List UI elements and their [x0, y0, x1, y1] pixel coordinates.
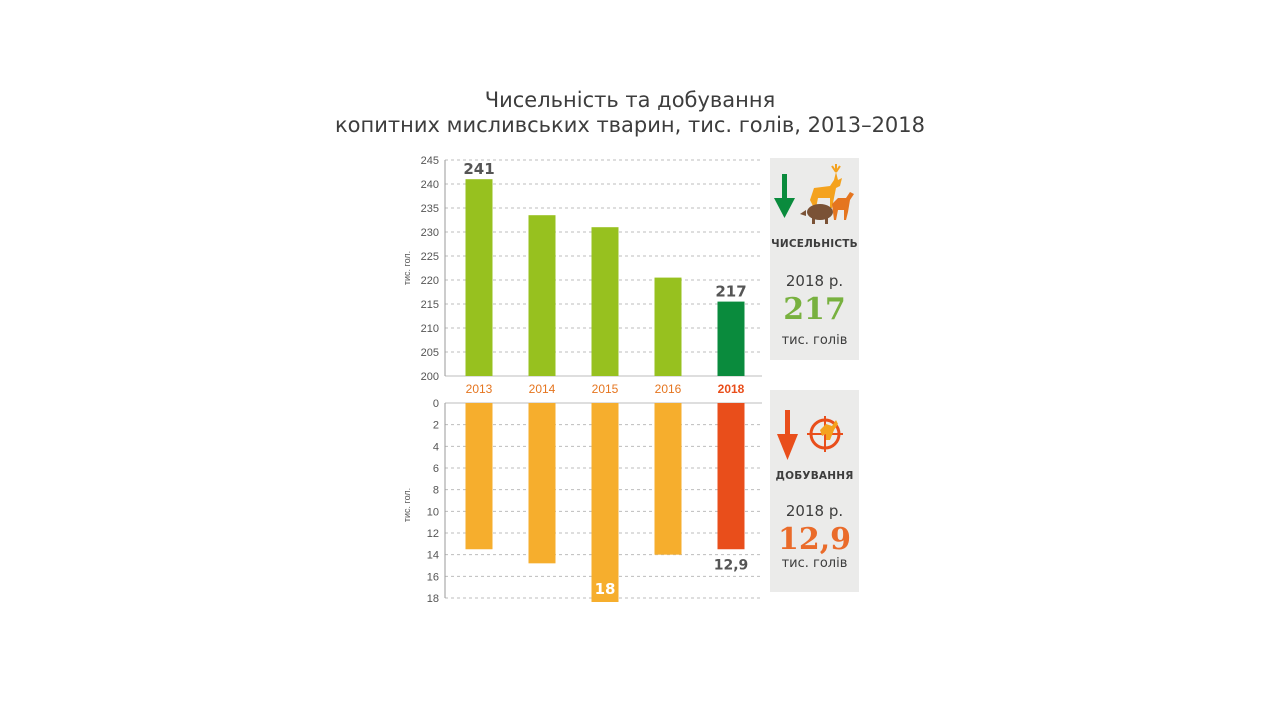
crosshair-icon	[807, 416, 843, 452]
harvest-y-tick-label: 16	[427, 571, 439, 583]
population-y-axis-label: тис. гол.	[402, 251, 412, 285]
harvest-data-label: 12,9	[714, 557, 749, 573]
population-summary-panel: ЧИСЕЛЬНІСТЬ 2018 р. 217 тис. голів	[770, 158, 859, 360]
population-data-label: 241	[463, 160, 494, 178]
deer-boar-icon	[800, 164, 854, 224]
population-y-tick-label: 235	[421, 203, 439, 215]
harvest-value: 12,9	[777, 522, 852, 557]
harvest-icons	[777, 410, 843, 460]
population-data-label: 217	[715, 283, 746, 301]
harvest-bar	[654, 403, 682, 555]
population-bar	[465, 179, 493, 376]
x-tick-label: 2016	[655, 382, 682, 396]
harvest-year: 2018 р.	[785, 502, 844, 520]
population-y-tick-label: 200	[421, 371, 439, 383]
harvest-caption: ДОБУВАННЯ	[775, 470, 854, 482]
harvest-y-tick-label: 14	[427, 550, 439, 562]
population-year: 2018 р.	[785, 272, 844, 290]
harvest-unit: тис. голів	[781, 556, 848, 571]
population-icons	[774, 164, 854, 224]
x-tick-label: 2014	[529, 382, 556, 396]
harvest-y-tick-label: 10	[427, 506, 439, 518]
harvest-bar	[717, 403, 745, 550]
harvest-y-tick-label: 18	[427, 593, 439, 605]
population-y-tick-label: 225	[421, 251, 439, 263]
chart-title: Чисельність та добування копитних мислив…	[300, 88, 960, 138]
population-y-tick-label: 215	[421, 299, 439, 311]
population-y-tick-label: 220	[421, 275, 439, 287]
down-arrow-icon	[774, 174, 795, 218]
population-y-tick-label: 245	[421, 155, 439, 167]
population-y-tick-label: 205	[421, 347, 439, 359]
population-unit: тис. голів	[781, 333, 848, 348]
chart-title-line1: Чисельність та добування	[484, 88, 776, 112]
harvest-y-tick-label: 0	[433, 398, 439, 410]
harvest-y-tick-label: 4	[433, 441, 439, 453]
down-arrow-icon	[777, 410, 798, 460]
population-bar	[528, 215, 556, 376]
x-tick-label: 2015	[592, 382, 619, 396]
chart-title-line2: копитних мисливських тварин, тис. голів,…	[334, 113, 926, 137]
population-y-tick-label: 240	[421, 179, 439, 191]
population-value: 217	[783, 292, 846, 327]
population-bar	[591, 227, 619, 376]
harvest-data-label: 18	[595, 580, 616, 598]
harvest-y-tick-label: 6	[433, 463, 439, 475]
x-tick-label: 2018	[718, 382, 745, 396]
population-y-tick-label: 210	[421, 323, 439, 335]
population-y-tick-label: 230	[421, 227, 439, 239]
population-bar	[717, 301, 745, 376]
x-tick-label: 2013	[466, 382, 493, 396]
harvest-y-axis-label: тис. гол.	[402, 488, 412, 522]
harvest-bar	[591, 403, 619, 602]
harvest-bar	[528, 403, 556, 564]
harvest-y-tick-label: 12	[427, 528, 439, 540]
population-caption: ЧИСЕЛЬНІСТЬ	[771, 238, 858, 250]
harvest-bar	[465, 403, 493, 550]
population-bar	[654, 277, 682, 376]
harvest-y-tick-label: 8	[433, 485, 439, 497]
harvest-summary-panel: ДОБУВАННЯ 2018 р. 12,9 тис. голів	[770, 390, 859, 592]
harvest-y-tick-label: 2	[433, 420, 439, 432]
